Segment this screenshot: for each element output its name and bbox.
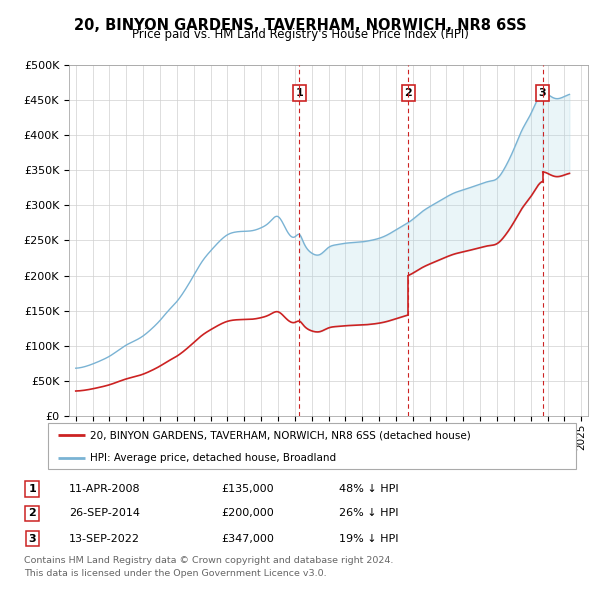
Text: 3: 3 [539, 88, 547, 98]
Text: 26% ↓ HPI: 26% ↓ HPI [340, 509, 399, 518]
Text: £135,000: £135,000 [221, 484, 274, 494]
FancyBboxPatch shape [48, 423, 576, 469]
Text: £347,000: £347,000 [221, 533, 274, 543]
Text: 1: 1 [28, 484, 36, 494]
Text: 48% ↓ HPI: 48% ↓ HPI [340, 484, 399, 494]
Text: £200,000: £200,000 [221, 509, 274, 518]
Text: Price paid vs. HM Land Registry's House Price Index (HPI): Price paid vs. HM Land Registry's House … [131, 28, 469, 41]
Text: 3: 3 [28, 533, 36, 543]
Text: 20, BINYON GARDENS, TAVERHAM, NORWICH, NR8 6SS (detached house): 20, BINYON GARDENS, TAVERHAM, NORWICH, N… [90, 431, 471, 441]
Text: Contains HM Land Registry data © Crown copyright and database right 2024.: Contains HM Land Registry data © Crown c… [24, 556, 394, 565]
Text: 20, BINYON GARDENS, TAVERHAM, NORWICH, NR8 6SS: 20, BINYON GARDENS, TAVERHAM, NORWICH, N… [74, 18, 526, 32]
Text: 11-APR-2008: 11-APR-2008 [69, 484, 140, 494]
Text: 2: 2 [28, 509, 36, 518]
Text: HPI: Average price, detached house, Broadland: HPI: Average price, detached house, Broa… [90, 453, 337, 463]
Text: 19% ↓ HPI: 19% ↓ HPI [340, 533, 399, 543]
Text: 2: 2 [404, 88, 412, 98]
Text: 1: 1 [296, 88, 304, 98]
Text: This data is licensed under the Open Government Licence v3.0.: This data is licensed under the Open Gov… [24, 569, 326, 578]
Text: 13-SEP-2022: 13-SEP-2022 [69, 533, 140, 543]
Text: 26-SEP-2014: 26-SEP-2014 [69, 509, 140, 518]
